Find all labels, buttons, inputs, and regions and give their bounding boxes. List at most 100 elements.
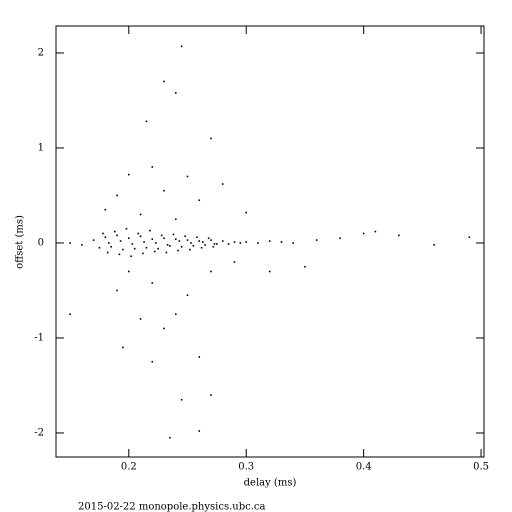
point bbox=[233, 241, 236, 243]
point bbox=[69, 313, 71, 316]
point bbox=[180, 398, 183, 401]
point bbox=[468, 236, 471, 239]
plot-frame bbox=[55, 25, 485, 458]
point bbox=[201, 241, 204, 243]
point bbox=[130, 255, 132, 258]
point bbox=[149, 229, 151, 232]
point bbox=[155, 242, 157, 244]
y-tick-label: -1 bbox=[34, 332, 44, 343]
point bbox=[172, 233, 175, 236]
point bbox=[245, 211, 248, 214]
x-tick-label: 0.5 bbox=[473, 462, 489, 473]
point bbox=[374, 230, 377, 233]
point bbox=[177, 249, 179, 252]
point bbox=[433, 244, 435, 246]
point bbox=[180, 45, 183, 48]
point bbox=[133, 247, 136, 250]
point bbox=[186, 239, 189, 241]
point bbox=[163, 80, 165, 83]
point bbox=[174, 92, 177, 94]
point bbox=[204, 244, 206, 246]
point bbox=[210, 394, 212, 396]
point bbox=[151, 360, 154, 363]
point bbox=[227, 243, 230, 245]
point bbox=[166, 244, 169, 246]
point bbox=[221, 240, 224, 242]
point bbox=[198, 356, 201, 358]
point bbox=[104, 236, 107, 239]
point bbox=[292, 242, 294, 244]
point bbox=[304, 265, 306, 268]
x-axis-label: delay (ms) bbox=[244, 478, 297, 489]
y-axis-label: offset (ms) bbox=[15, 215, 26, 269]
point bbox=[268, 270, 271, 273]
point bbox=[186, 294, 189, 297]
point bbox=[210, 270, 212, 273]
point bbox=[198, 199, 201, 202]
y-tick-label: 2 bbox=[38, 47, 44, 58]
point bbox=[174, 218, 177, 221]
point bbox=[200, 246, 203, 249]
point bbox=[178, 240, 181, 242]
point bbox=[153, 250, 156, 253]
point bbox=[145, 246, 148, 249]
point bbox=[125, 227, 128, 230]
point bbox=[113, 230, 116, 233]
point bbox=[398, 234, 400, 237]
point bbox=[245, 241, 248, 243]
point bbox=[174, 238, 177, 240]
point bbox=[145, 120, 148, 123]
y-tick-label: -2 bbox=[34, 427, 44, 438]
point bbox=[189, 248, 191, 251]
point bbox=[131, 243, 134, 245]
point bbox=[192, 245, 195, 247]
point bbox=[362, 232, 365, 235]
point bbox=[212, 245, 215, 248]
point bbox=[151, 238, 154, 240]
point bbox=[163, 189, 165, 192]
point bbox=[139, 235, 142, 238]
point bbox=[151, 282, 154, 284]
point bbox=[280, 241, 283, 243]
point bbox=[142, 252, 144, 255]
point bbox=[143, 241, 145, 243]
point bbox=[119, 240, 122, 242]
point bbox=[198, 430, 201, 432]
point bbox=[186, 175, 189, 178]
point bbox=[216, 243, 218, 245]
point bbox=[98, 246, 101, 249]
point bbox=[190, 242, 192, 244]
point bbox=[116, 234, 118, 237]
point bbox=[116, 194, 118, 197]
point bbox=[210, 137, 212, 140]
point bbox=[110, 245, 112, 248]
point bbox=[257, 242, 259, 244]
point bbox=[139, 213, 142, 216]
x-tick-label: 0.4 bbox=[356, 462, 372, 473]
point bbox=[213, 243, 216, 245]
point bbox=[128, 173, 130, 176]
point bbox=[102, 232, 104, 235]
point bbox=[239, 242, 242, 244]
point bbox=[339, 237, 341, 240]
point bbox=[165, 251, 168, 254]
point bbox=[169, 245, 171, 247]
point bbox=[116, 289, 118, 292]
y-tick-label: 1 bbox=[38, 142, 44, 153]
point bbox=[196, 236, 198, 239]
point bbox=[157, 247, 159, 250]
point bbox=[122, 248, 124, 251]
point bbox=[106, 251, 109, 254]
point bbox=[118, 253, 121, 256]
point bbox=[92, 239, 95, 241]
point bbox=[184, 235, 186, 238]
point bbox=[210, 239, 212, 241]
point bbox=[139, 318, 142, 320]
point bbox=[108, 242, 110, 244]
point bbox=[128, 237, 130, 240]
point bbox=[163, 237, 165, 240]
point bbox=[151, 166, 154, 168]
point bbox=[169, 436, 171, 439]
